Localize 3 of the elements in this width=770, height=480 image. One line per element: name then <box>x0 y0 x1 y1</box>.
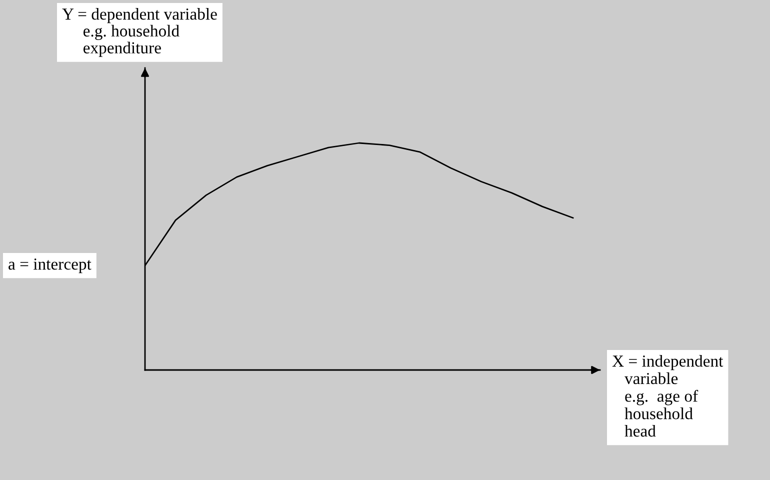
text: a = intercept <box>8 258 92 274</box>
x-axis-title: X = independent variable e.g. age of household head <box>612 355 724 437</box>
text: Y = dependent variable e.g. household expenditure <box>62 8 217 57</box>
